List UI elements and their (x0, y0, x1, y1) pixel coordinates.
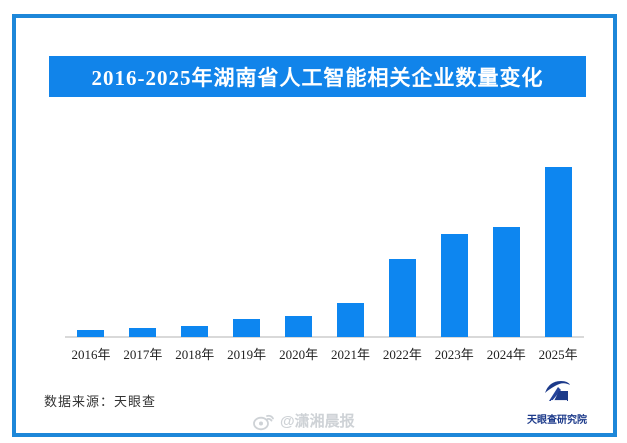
x-axis-label: 2025年 (538, 347, 578, 362)
bar (129, 328, 157, 337)
bar-group: 2016年 (65, 155, 117, 362)
bar-group: 2018年 (169, 155, 221, 362)
bar (440, 234, 468, 337)
tianyancha-logo-block: 天眼查研究院 (522, 377, 592, 426)
bar-group: 2017年 (117, 155, 169, 362)
chart-title-banner: 2016-2025年湖南省人工智能相关企业数量变化 (49, 56, 586, 97)
bars-container: 2016年 2017年 2018年 2019年 2020年 2021年 2022年 2023年… (65, 155, 584, 362)
bar-group: 2025年 (532, 155, 584, 362)
chart-title: 2016-2025年湖南省人工智能相关企业数量变化 (91, 65, 544, 90)
watermark-text: @潇湘晨报 (280, 413, 355, 430)
bar-group: 2021年 (325, 155, 377, 362)
bar-group: 2024年 (480, 155, 532, 362)
x-axis-label: 2016年 (71, 347, 111, 362)
bar-group: 2022年 (376, 155, 428, 362)
bar-group: 2023年 (428, 155, 480, 362)
bar (492, 227, 520, 337)
watermark: @潇湘晨报 (252, 410, 355, 431)
x-axis-label: 2019年 (227, 347, 267, 362)
x-axis-label: 2018年 (175, 347, 215, 362)
x-axis-label: 2017年 (123, 347, 163, 362)
x-axis-line (65, 336, 584, 338)
bar (544, 167, 572, 337)
bar (285, 316, 313, 337)
bar (388, 259, 416, 337)
bar-chart: 2016年 2017年 2018年 2019年 2020年 2021年 2022年 2023年… (65, 155, 584, 362)
border-frame (12, 14, 617, 437)
bar-group: 2020年 (273, 155, 325, 362)
tianyancha-logo-icon (545, 381, 570, 402)
bar (336, 303, 364, 337)
bar (181, 326, 209, 337)
bar (77, 330, 105, 337)
x-axis-label: 2022年 (382, 347, 422, 362)
bar (233, 319, 261, 337)
tianyancha-logo-text: 天眼查研究院 (527, 415, 587, 426)
weibo-icon (253, 414, 274, 430)
x-axis-label: 2021年 (330, 347, 370, 362)
x-axis-label: 2023年 (434, 347, 474, 362)
x-axis-label: 2020年 (279, 347, 319, 362)
x-axis-label: 2024年 (486, 347, 526, 362)
bar-group: 2019年 (221, 155, 273, 362)
data-source-label: 数据来源：天眼查 (44, 394, 157, 409)
